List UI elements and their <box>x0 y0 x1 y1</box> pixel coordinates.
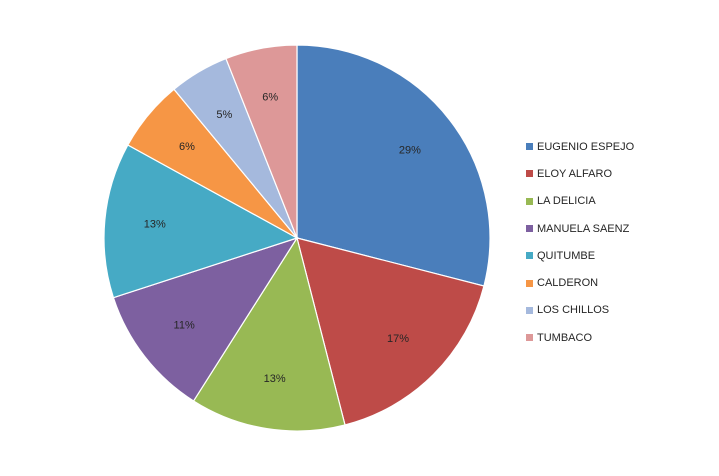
pie-slice-manuela-saenz <box>112 236 299 402</box>
data-label-quitumbe: 13% <box>144 218 166 230</box>
data-label-tumbaco: 6% <box>262 92 278 104</box>
chart-legend: EUGENIO ESPEJO ELOY ALFARO LA DELICIA MANUE… <box>526 133 634 351</box>
legend-label: EUGENIO ESPEJO <box>537 140 635 153</box>
data-label-manuela-saenz: 11% <box>174 319 195 331</box>
legend-label: TUMBACO <box>537 331 592 344</box>
legend-swatch <box>526 170 533 178</box>
data-label-calderon: 6% <box>179 141 195 153</box>
pie-slice-eloy-alfaro <box>296 237 485 426</box>
pie-slice-quitumbe <box>103 144 299 299</box>
legend-item-los-chillos: LOS CHILLOS <box>526 297 634 324</box>
legend-swatch <box>526 225 533 233</box>
legend-label: QUITUMBE <box>537 249 596 262</box>
pie-slices <box>103 44 491 432</box>
legend-swatch <box>526 334 533 342</box>
legend-label: MANUELA SAENZ <box>537 222 630 235</box>
legend-item-manuela-saenz: MANUELA SAENZ <box>526 215 634 242</box>
data-label-eugenio-espejo: 29% <box>399 144 421 156</box>
legend-swatch <box>526 306 533 314</box>
legend-label: ELOY ALFARO <box>537 167 613 180</box>
legend-item-eloy-alfaro: ELOY ALFARO <box>526 160 634 187</box>
legend-label: CALDERON <box>537 277 599 290</box>
data-label-eloy-alfaro: 17% <box>387 333 409 345</box>
legend-item-quitumbe: QUITUMBE <box>526 242 634 269</box>
legend-label: LOS CHILLOS <box>537 304 610 317</box>
pie-slice-eugenio-espejo <box>296 44 491 287</box>
legend-item-la-delicia: LA DELICIA <box>526 188 634 215</box>
legend-item-tumbaco: TUMBACO <box>526 324 634 351</box>
data-label-la-delicia: 13% <box>264 373 286 385</box>
pie-slice-tumbaco <box>225 44 298 239</box>
legend-swatch <box>526 197 533 205</box>
legend-item-eugenio-espejo: EUGENIO ESPEJO <box>526 133 634 160</box>
legend-label: LA DELICIA <box>537 195 596 208</box>
legend-swatch <box>526 279 533 287</box>
data-label-los-chillos: 5% <box>216 109 232 121</box>
pie-data-labels: 29% 17% 13% 11% 13% 6% 5% 6% <box>144 92 421 385</box>
legend-swatch <box>526 252 533 260</box>
legend-item-calderon: CALDERON <box>526 269 634 296</box>
legend-swatch <box>526 143 533 151</box>
pie-slice-la-delicia <box>192 236 346 432</box>
